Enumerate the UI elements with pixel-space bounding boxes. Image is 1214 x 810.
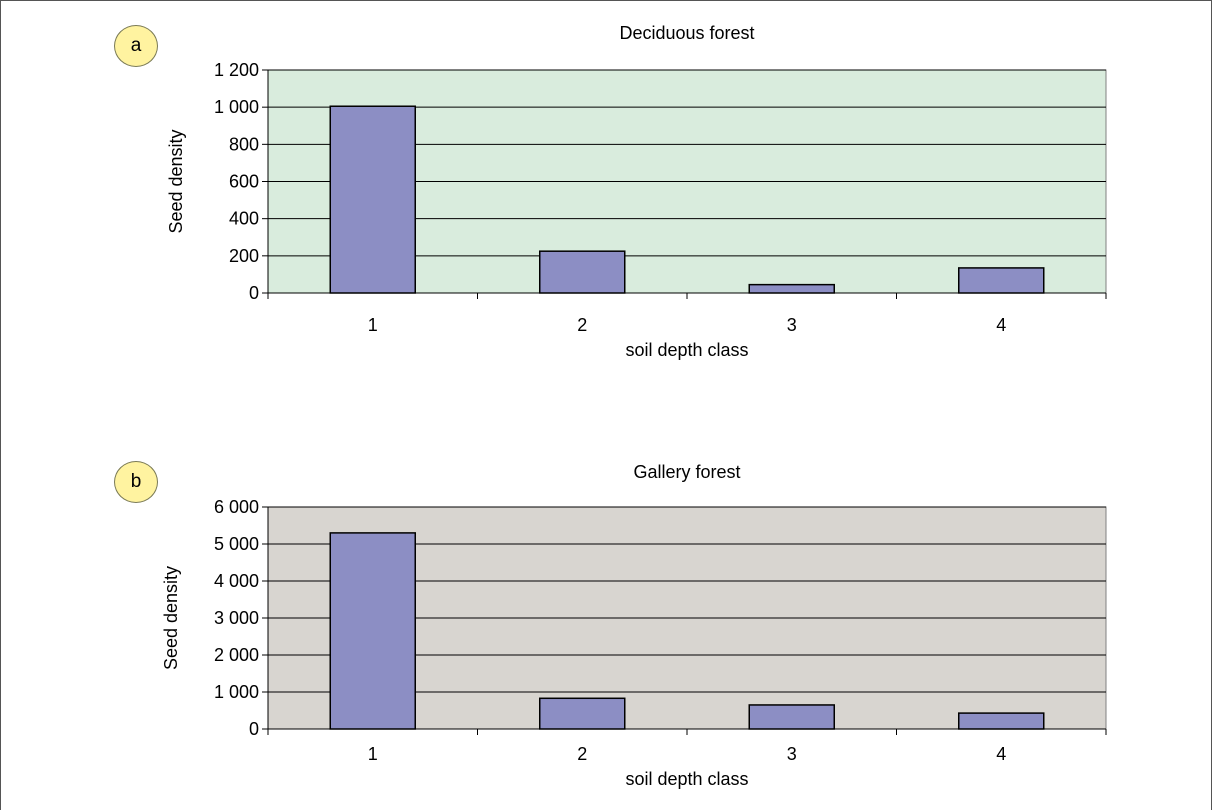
y-tick-label: 0 [249, 719, 259, 739]
bar [539, 250, 626, 294]
x-tick-label: 4 [996, 315, 1006, 335]
bar [748, 704, 835, 730]
x-tick-label: 2 [577, 315, 587, 335]
y-tick-label: 6 000 [214, 497, 259, 517]
chart-gallery: 0 1 000 2 000 3 000 4 000 5 000 6 000 1 2 3 4 Galle… [161, 462, 1107, 789]
y-tick-label: 1 000 [214, 97, 259, 117]
panel-b-letter: b [130, 471, 142, 492]
y-tick-label: 400 [229, 209, 259, 229]
chart-deciduous: 0 200 400 600 800 1 000 1 200 1 2 3 4 Deciduous for… [166, 23, 1107, 360]
bar [329, 532, 416, 730]
chart-title: Gallery forest [633, 462, 740, 482]
y-tick-label: 4 000 [214, 571, 259, 591]
y-tick-label: 800 [229, 134, 259, 154]
bar [958, 267, 1045, 294]
bar [329, 105, 416, 294]
x-axis-label: soil depth class [625, 769, 748, 789]
bar [958, 712, 1045, 730]
bar [748, 283, 835, 294]
x-tick-label: 3 [787, 744, 797, 764]
y-tick-label: 200 [229, 246, 259, 266]
y-tick-label: 0 [249, 283, 259, 303]
panel-a-letter: a [130, 35, 142, 56]
chart-title: Deciduous forest [619, 23, 754, 43]
y-tick-label: 1 200 [214, 60, 259, 80]
x-tick-label: 2 [577, 744, 587, 764]
y-tick-label: 2 000 [214, 645, 259, 665]
panel-a-badge: a [114, 25, 158, 67]
y-tick-label: 600 [229, 172, 259, 192]
y-tick-label: 1 000 [214, 682, 259, 702]
bar [539, 697, 626, 730]
x-axis-label: soil depth class [625, 340, 748, 360]
y-tick-label: 5 000 [214, 534, 259, 554]
x-tick-label: 1 [368, 744, 378, 764]
y-axis-label: Seed density [161, 566, 181, 670]
panel-b-badge: b [114, 461, 158, 503]
y-axis-label: Seed density [166, 129, 186, 233]
x-tick-label: 3 [787, 315, 797, 335]
x-tick-label: 1 [368, 315, 378, 335]
x-tick-label: 4 [996, 744, 1006, 764]
y-tick-label: 3 000 [214, 608, 259, 628]
